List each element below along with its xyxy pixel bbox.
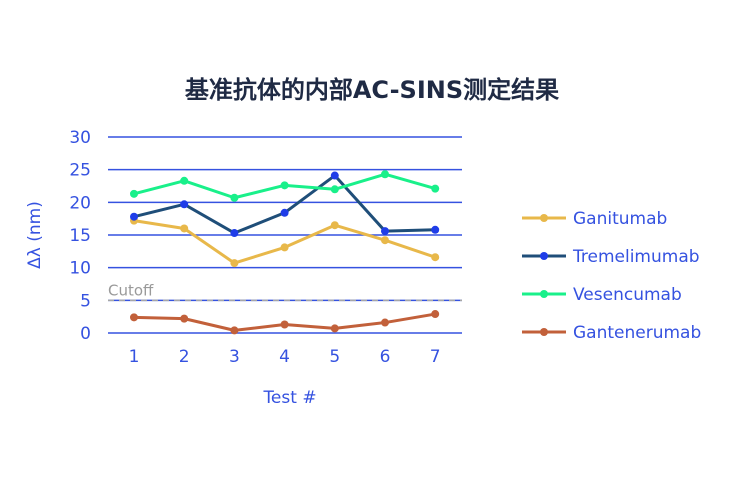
y-axis-label: Δλ (nm) <box>25 201 45 269</box>
legend-label: Ganitumab <box>573 209 667 229</box>
data-point <box>280 181 289 190</box>
legend-label: Tremelimumab <box>572 247 700 267</box>
x-tick-label: 6 <box>380 347 391 367</box>
data-point <box>431 225 440 234</box>
legend-swatch-marker <box>540 252 548 260</box>
y-tick-label: 5 <box>80 291 91 311</box>
data-point <box>381 170 389 179</box>
data-point <box>130 212 138 221</box>
series-ganitumab <box>130 216 440 268</box>
data-point <box>330 221 339 230</box>
legend-item: Vesencumab <box>522 285 682 305</box>
x-tick-label: 3 <box>229 347 240 367</box>
x-tick-label: 5 <box>329 347 340 367</box>
legend-label: Vesencumab <box>573 285 682 305</box>
data-point <box>431 184 440 193</box>
legend: Ganitumab Tremelimumab Vesencumab Ganteneru… <box>522 209 701 343</box>
legend-item: Gantenerumab <box>522 323 701 343</box>
chart-title: 基准抗体的内部AC-SINS测定结果 <box>185 76 559 104</box>
data-point <box>230 326 239 335</box>
x-tick-label: 2 <box>179 347 190 367</box>
x-tick-label: 4 <box>279 347 290 367</box>
legend-label: Gantenerumab <box>573 323 701 343</box>
y-tick-label: 15 <box>69 226 91 246</box>
data-point <box>280 208 289 217</box>
data-point <box>330 171 339 180</box>
data-point <box>180 200 189 209</box>
data-point <box>280 243 289 252</box>
data-point <box>180 176 189 185</box>
data-point <box>330 324 339 333</box>
y-tick-label: 10 <box>69 259 91 279</box>
data-point <box>230 193 239 202</box>
grid-lines <box>108 136 462 334</box>
x-axis-label: Test # <box>262 388 316 408</box>
data-point <box>230 229 239 238</box>
data-point <box>431 253 440 262</box>
series-line <box>133 219 436 265</box>
data-point <box>130 189 138 198</box>
series-tremelimumab <box>130 171 440 238</box>
data-point <box>180 224 189 233</box>
data-point <box>431 310 440 319</box>
data-point <box>230 259 239 268</box>
series-gantenerumab <box>130 310 440 335</box>
data-point <box>280 320 289 329</box>
data-point <box>330 185 339 194</box>
legend-swatch-marker <box>540 214 548 222</box>
legend-swatch-marker <box>540 328 548 336</box>
series-vesencumab <box>130 170 440 202</box>
y-tick-labels: 0 5 10 15 20 25 30 <box>69 128 91 344</box>
data-point <box>381 318 389 327</box>
cutoff-group: Cutoff <box>108 281 462 302</box>
x-tick-label: 1 <box>129 347 140 367</box>
data-point <box>130 313 138 322</box>
x-tick-label: 7 <box>430 347 441 367</box>
legend-swatch-marker <box>540 290 548 298</box>
legend-item: Ganitumab <box>522 209 667 229</box>
data-point <box>180 314 189 323</box>
cutoff-label: Cutoff <box>108 281 154 299</box>
series-lines <box>130 170 440 335</box>
data-point <box>381 236 389 245</box>
y-tick-label: 25 <box>69 161 91 181</box>
legend-item: Tremelimumab <box>522 247 700 267</box>
y-tick-label: 0 <box>80 324 91 344</box>
x-tick-labels: 1 2 3 4 5 6 7 <box>129 347 441 367</box>
y-tick-label: 30 <box>69 128 91 148</box>
data-point <box>381 227 389 236</box>
y-tick-label: 20 <box>69 193 91 213</box>
